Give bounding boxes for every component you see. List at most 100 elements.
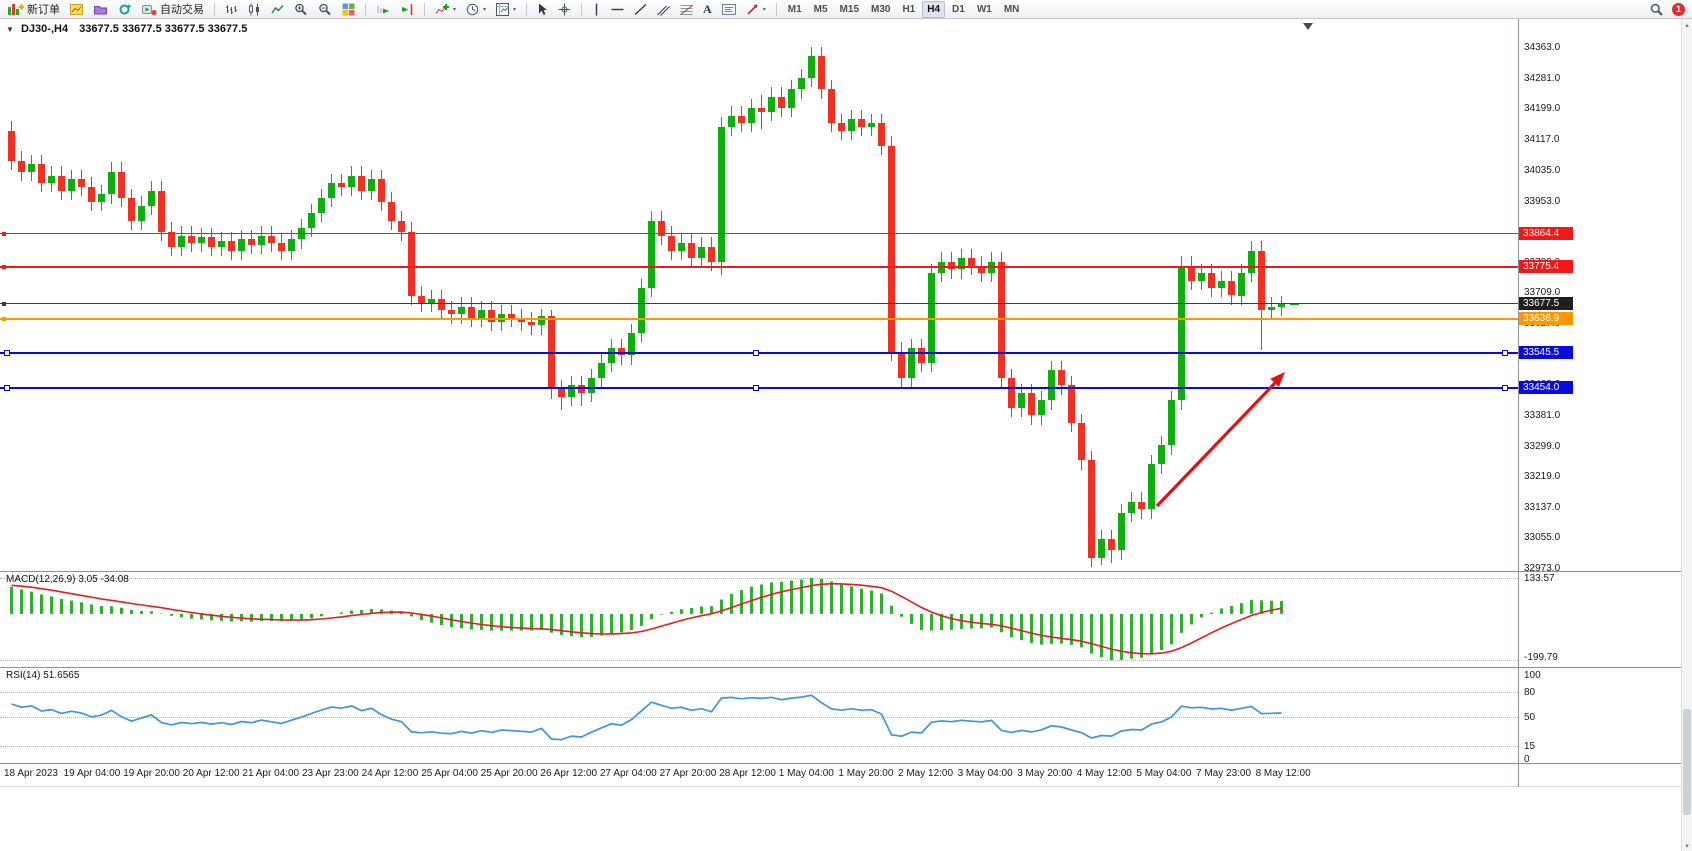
time-label: 25 Apr 20:00: [480, 768, 538, 779]
candle-body: [698, 246, 705, 258]
time-label: 24 Apr 12:00: [361, 768, 419, 779]
time-label: 1 May 20:00: [838, 768, 894, 779]
timeframe-h4-button[interactable]: H4: [922, 0, 946, 18]
timeframe-m30-button[interactable]: M30: [866, 1, 895, 18]
price-level-line[interactable]: [0, 386, 1518, 389]
candle-body: [108, 171, 115, 195]
price-level-line[interactable]: [0, 233, 1518, 235]
line-handle[interactable]: [1502, 350, 1508, 357]
panel-separator[interactable]: [0, 763, 1692, 764]
candle-body: [1238, 273, 1245, 296]
vertical-scrollbar[interactable]: ▴ ▾: [1681, 19, 1692, 851]
candle-body: [278, 243, 285, 251]
autotrading-icon: [142, 4, 157, 15]
text-label-icon: [721, 3, 736, 15]
indicators-button[interactable]: ▾: [431, 1, 460, 18]
candle-body: [448, 310, 455, 315]
auto-scroll-button[interactable]: [372, 1, 394, 18]
timeframe-mn-button[interactable]: MN: [999, 1, 1025, 18]
candle-body: [858, 119, 865, 127]
new-order-button[interactable]: 新订单: [4, 1, 64, 18]
cursor-button[interactable]: [533, 1, 552, 18]
macd-panel[interactable]: [0, 572, 1518, 667]
candle-body: [908, 347, 915, 378]
templates-button[interactable]: ▾: [492, 1, 520, 18]
zoom-in-button[interactable]: [290, 1, 312, 18]
line-handle[interactable]: [753, 384, 759, 391]
candle-body: [1068, 385, 1075, 423]
chart-shift-button[interactable]: [396, 1, 418, 18]
periods-button[interactable]: ▾: [462, 1, 490, 18]
candle-body: [28, 164, 35, 172]
vertical-line-button[interactable]: [588, 1, 605, 18]
price-tick: 34363.0: [1524, 42, 1561, 53]
rsi-label: RSI(14) 51.6565: [6, 670, 80, 681]
search-button[interactable]: [1646, 1, 1667, 18]
price-level-line[interactable]: [0, 266, 1518, 269]
new-chart-button[interactable]: [66, 1, 88, 18]
refresh-button[interactable]: [114, 1, 136, 18]
time-label: 3 May 04:00: [957, 768, 1013, 779]
crosshair-button[interactable]: [554, 1, 575, 18]
panel-separator[interactable]: [0, 571, 1692, 572]
candle-body: [1168, 400, 1175, 446]
profiles-button[interactable]: [90, 1, 112, 18]
tile-windows-button[interactable]: [338, 1, 359, 18]
candle-body: [168, 231, 175, 247]
candle-body: [238, 239, 245, 251]
candle-body: [128, 198, 135, 221]
main-chart-plot[interactable]: [0, 19, 1518, 571]
candle-body: [148, 190, 155, 206]
line-anchor: [2, 265, 6, 270]
price-tick: 34199.0: [1524, 103, 1561, 115]
line-handle[interactable]: [4, 350, 10, 357]
trendline-button[interactable]: [630, 1, 651, 18]
text-label-button[interactable]: [718, 1, 740, 18]
fibonacci-button[interactable]: [676, 1, 697, 18]
trendline-icon: [634, 3, 647, 15]
rsi-axis-label: 0: [1524, 754, 1530, 765]
line-handle[interactable]: [753, 350, 759, 357]
notification-badge[interactable]: 1: [1672, 2, 1685, 16]
indicators-icon: [435, 3, 449, 14]
price-level-line[interactable]: [0, 318, 1518, 321]
scroll-down-button[interactable]: ▾: [1685, 842, 1689, 850]
rsi-panel[interactable]: [0, 668, 1518, 763]
timeframe-w1-button[interactable]: W1: [972, 1, 997, 18]
collapse-arrow-icon[interactable]: ▼: [6, 25, 14, 34]
rsi-axis-label: 80: [1524, 686, 1536, 698]
clock-icon: [466, 3, 479, 15]
candle-body: [768, 96, 775, 112]
bar-chart-button[interactable]: [221, 1, 242, 18]
line-handle[interactable]: [4, 384, 10, 391]
scrollbar-thumb[interactable]: [1683, 709, 1691, 815]
channel-button[interactable]: [653, 1, 674, 18]
panel-separator[interactable]: [0, 667, 1692, 668]
candle-body: [1158, 445, 1165, 465]
autotrading-button[interactable]: 自动交易: [138, 1, 208, 18]
scroll-up-button[interactable]: ▴: [1685, 21, 1689, 29]
candle-body: [818, 55, 825, 90]
candlestick-chart-button[interactable]: [244, 1, 265, 18]
timeframe-m5-button[interactable]: M5: [809, 1, 833, 18]
chevron-down-icon: ▾: [483, 6, 487, 13]
zoom-out-button[interactable]: [314, 1, 336, 18]
line-chart-button[interactable]: [267, 1, 288, 18]
price-level-line[interactable]: [0, 352, 1518, 355]
timeframe-m1-button[interactable]: M1: [783, 1, 807, 18]
horizontal-line-button[interactable]: [607, 1, 628, 18]
timeframe-m15-button[interactable]: M15: [835, 1, 864, 18]
arrows-button[interactable]: ▾: [742, 1, 770, 18]
candle-body: [1038, 400, 1045, 416]
line-handle[interactable]: [1502, 384, 1508, 391]
chart-shift-marker[interactable]: [1303, 23, 1313, 30]
timeframe-d1-button[interactable]: D1: [947, 1, 970, 18]
timeframe-h1-button[interactable]: H1: [897, 1, 920, 18]
chevron-down-icon: ▾: [762, 6, 766, 13]
price-level-line[interactable]: [0, 303, 1518, 305]
candle-body: [848, 119, 855, 131]
time-label: 5 May 04:00: [1136, 768, 1192, 779]
text-button[interactable]: A: [699, 1, 716, 18]
candle-body: [468, 306, 475, 318]
price-tick: 33709.0: [1524, 287, 1561, 299]
